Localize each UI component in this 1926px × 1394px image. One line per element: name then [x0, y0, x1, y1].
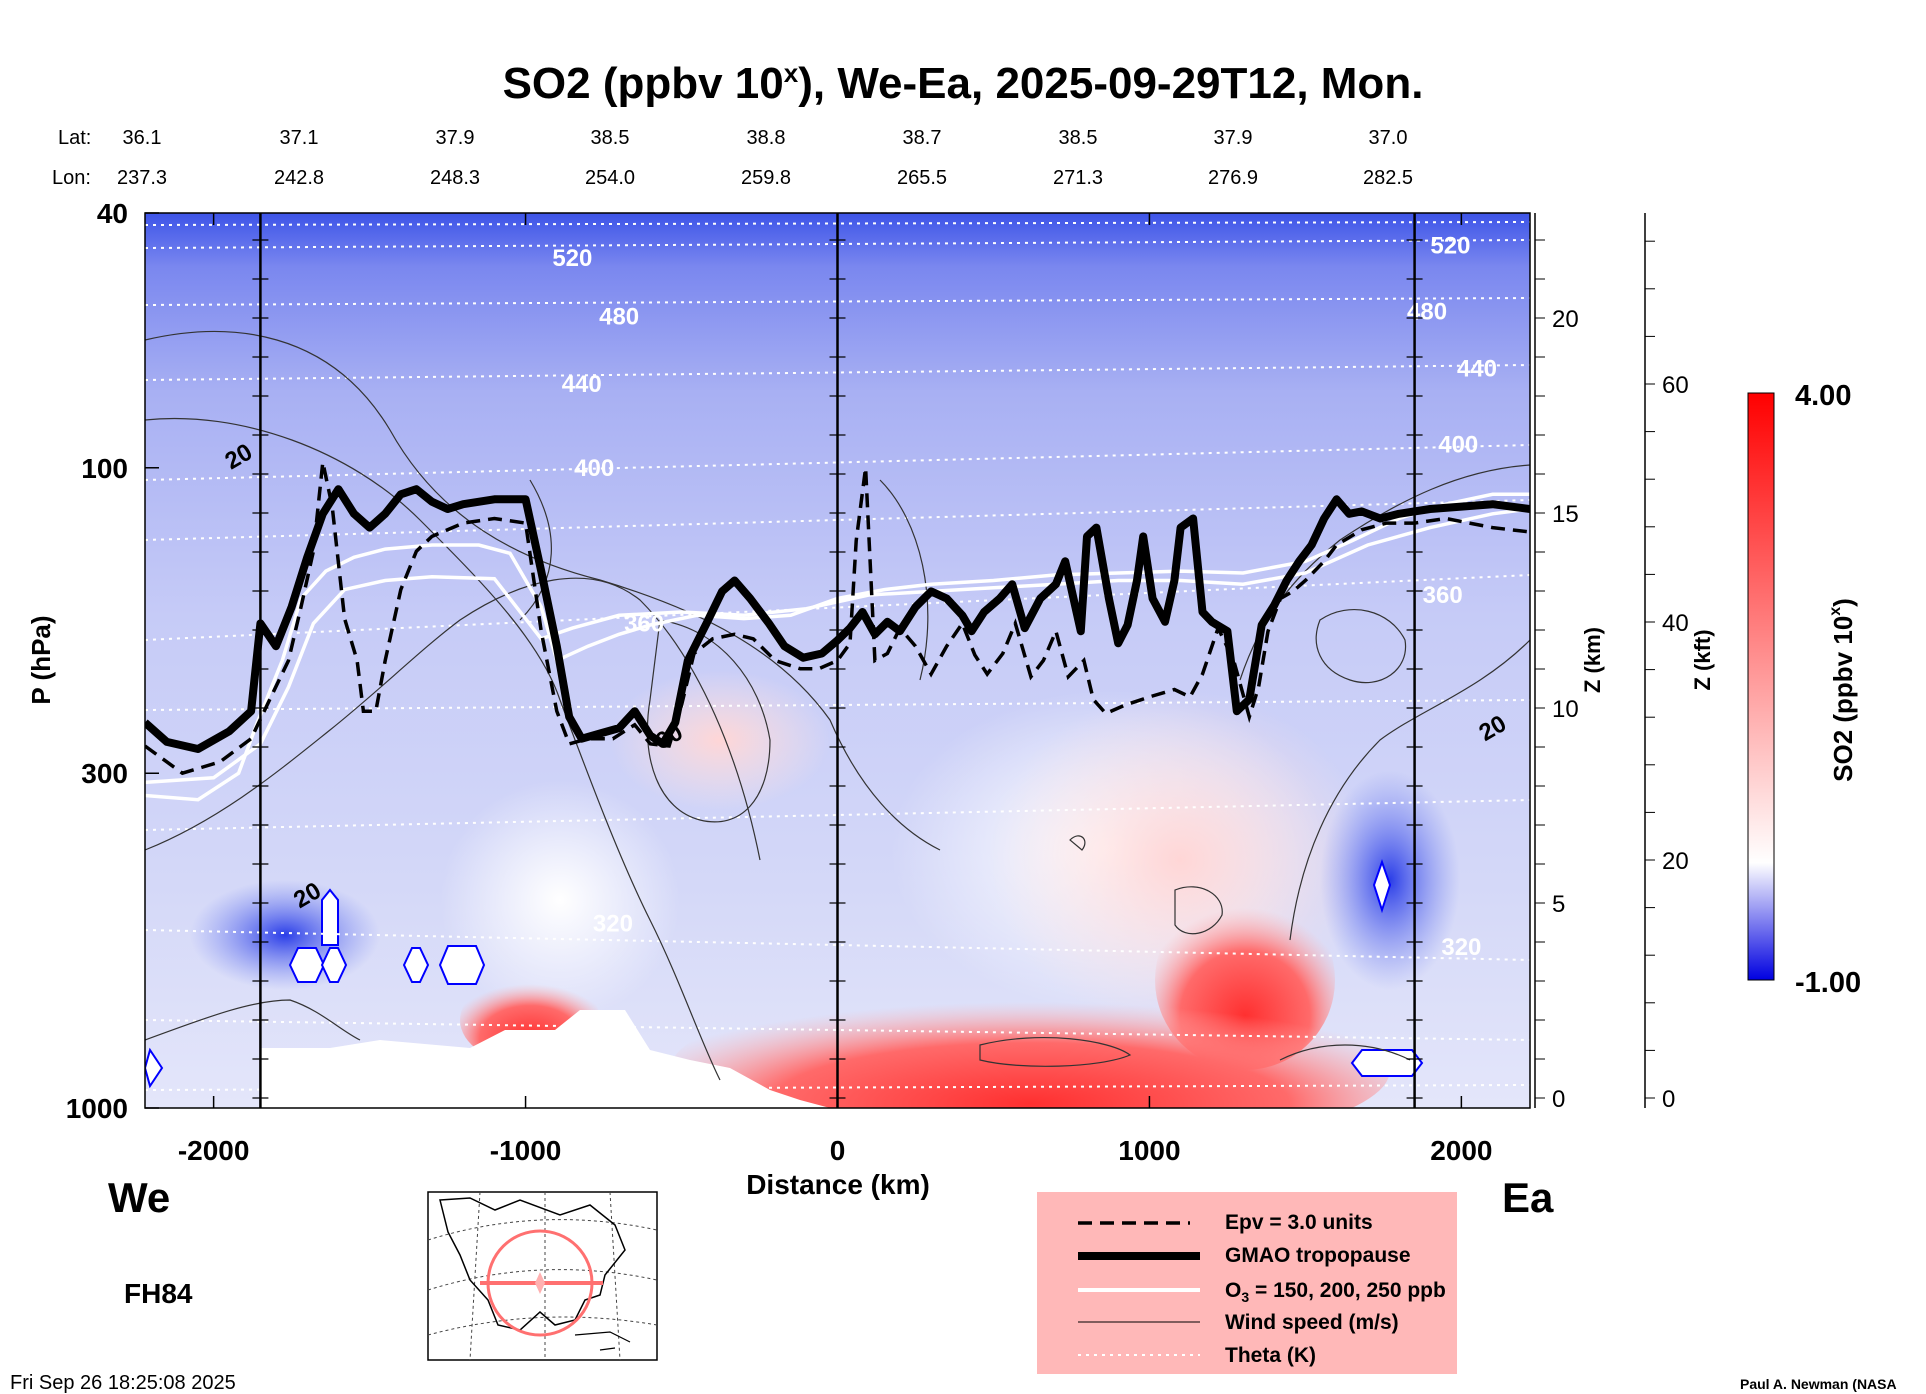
lat-label: Lat: — [58, 127, 91, 149]
so2-red-plume-surface — [670, 985, 1390, 1108]
z-km-tick-label: 15 — [1552, 501, 1579, 528]
so2-pink-region-upper — [610, 670, 830, 810]
theta-label: 480 — [599, 303, 639, 330]
x-tick-label: -2000 — [178, 1135, 250, 1166]
theta-label: 400 — [574, 455, 614, 482]
lat-value: 38.8 — [747, 127, 786, 149]
z-kft-label: Z (kft) — [1690, 629, 1715, 690]
missing-data-markers — [145, 858, 1424, 1089]
lat-value: 38.5 — [591, 127, 630, 149]
lon-value: 276.9 — [1208, 167, 1258, 189]
lon-value: 242.8 — [274, 167, 324, 189]
z-km-tick-label: 10 — [1552, 696, 1579, 723]
legend-theta: Theta (K) — [1225, 1344, 1316, 1367]
lat-value: 37.1 — [280, 127, 319, 149]
lon-value: 265.5 — [897, 167, 947, 189]
section-vertical-lines — [252, 213, 1423, 1108]
lat-lon-rows: 36.1 37.1 37.9 38.5 38.8 38.7 38.5 37.9 37.0 237.… — [117, 127, 1413, 189]
theta-label: 520 — [1430, 233, 1470, 260]
theta-label: 360 — [1423, 582, 1463, 609]
x-axis-label: Distance (km) — [746, 1169, 930, 1200]
ozone-contour — [145, 492, 1530, 802]
lon-value: 282.5 — [1363, 167, 1413, 189]
z-kft-tick-label: 0 — [1662, 1086, 1675, 1113]
legend-epv: Epv = 3.0 units — [1225, 1211, 1373, 1234]
z-kft-tick-label: 40 — [1662, 610, 1689, 637]
lat-value: 36.1 — [123, 127, 162, 149]
so2-blue-patch-west — [190, 880, 380, 990]
z-kft-tick-label: 60 — [1662, 372, 1689, 399]
lat-value: 38.7 — [903, 127, 942, 149]
z-kft-axis: 0 20 40 60 — [1644, 213, 1689, 1113]
y-tick-label: 300 — [81, 758, 128, 789]
theta-label: 320 — [593, 910, 633, 937]
x-tick-label: 0 — [830, 1135, 846, 1166]
author-credit: Paul A. Newman (NASA — [1740, 1376, 1897, 1392]
lon-value: 271.3 — [1053, 167, 1103, 189]
y-tick-label: 100 — [81, 453, 128, 484]
z-kft-tick-label: 20 — [1662, 848, 1689, 875]
epv-3-line — [145, 461, 1530, 776]
legend-ozone: O3 = 150, 200, 250 ppb — [1225, 1279, 1446, 1305]
terrain-mask — [260, 1010, 830, 1108]
z-km-tick-label: 0 — [1552, 1086, 1565, 1113]
lat-value: 38.5 — [1059, 127, 1098, 149]
y-tick-label: 1000 — [66, 1093, 128, 1124]
y-axis-label: P (hPa) — [26, 615, 56, 704]
theta-label: 440 — [1457, 356, 1497, 383]
theta-label: 320 — [1441, 934, 1481, 961]
gmao-tropopause-line — [145, 485, 1530, 753]
east-direction-label: Ea — [1502, 1174, 1554, 1221]
y-tick-label: 40 — [97, 198, 128, 229]
x-tick-label: 1000 — [1118, 1135, 1180, 1166]
timestamp-label: Fri Sep 26 18:25:08 2025 — [10, 1372, 236, 1394]
lon-label: Lon: — [52, 167, 91, 189]
colorbar-max-label: 4.00 — [1795, 380, 1851, 412]
inset-map — [427, 1191, 658, 1361]
colorbar — [1747, 392, 1775, 981]
colorbar-label: SO2 (ppbv 10x) — [1827, 598, 1858, 782]
z-km-tick-label: 5 — [1552, 891, 1565, 918]
lon-value: 248.3 — [430, 167, 480, 189]
lat-value: 37.9 — [436, 127, 475, 149]
theta-label: 480 — [1407, 298, 1447, 325]
theta-label: 360 — [624, 610, 664, 637]
x-tick-label: 2000 — [1430, 1135, 1492, 1166]
theta-label: 400 — [1438, 432, 1478, 459]
z-km-tick-label: 20 — [1552, 306, 1579, 333]
theta-label: 520 — [552, 245, 592, 272]
z-km-axis: 0 5 10 15 20 — [1534, 213, 1579, 1113]
legend-tropopause: GMAO tropopause — [1225, 1244, 1411, 1267]
theta-contour-labels: 520 480 440 400 360 320 520 480 440 400 360 320 — [552, 233, 1497, 961]
x-tick-label: -1000 — [490, 1135, 562, 1166]
lon-value: 259.8 — [741, 167, 791, 189]
colorbar-min-label: -1.00 — [1795, 967, 1861, 999]
so2-white-region-west — [440, 780, 680, 1020]
lon-value: 237.3 — [117, 167, 167, 189]
z-km-label: Z (km) — [1580, 627, 1605, 693]
legend-wind: Wind speed (m/s) — [1225, 1311, 1399, 1334]
west-direction-label: We — [108, 1174, 170, 1221]
lon-value: 254.0 — [585, 167, 635, 189]
chart-title: SO2 (ppbv 10x), We-Ea, 2025-09-29T12, Mo… — [503, 58, 1424, 108]
x-axis: -2000 -1000 0 1000 2000 — [178, 213, 1493, 1166]
legend: Epv = 3.0 units GMAO tropopause O3 = 150… — [1037, 1192, 1457, 1374]
lat-value: 37.9 — [1214, 127, 1253, 149]
forecast-hour-label: FH84 — [124, 1278, 193, 1309]
theta-contours — [145, 221, 1530, 1091]
so2-blue-patch-east — [1320, 770, 1460, 990]
theta-label: 440 — [562, 371, 602, 398]
y-axis: 40 100 300 1000 — [66, 198, 159, 1124]
lat-value: 37.0 — [1369, 127, 1408, 149]
